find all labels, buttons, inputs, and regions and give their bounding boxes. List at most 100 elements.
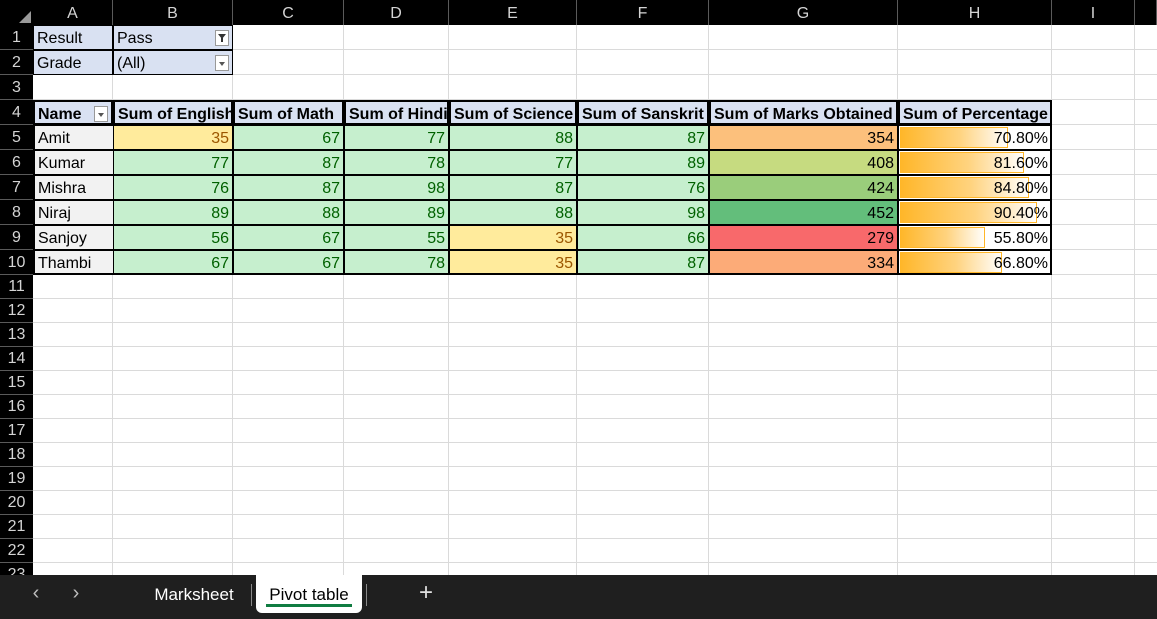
pivot-cell-english[interactable]: 89 xyxy=(113,200,233,225)
pivot-cell-english[interactable]: 35 xyxy=(113,125,233,150)
pivot-header-0[interactable]: Name xyxy=(33,100,113,125)
row-header-2[interactable]: 2 xyxy=(0,50,33,75)
row-header-8[interactable]: 8 xyxy=(0,200,33,225)
pivot-cell-hindi[interactable]: 55 xyxy=(344,225,449,250)
row-header-11[interactable]: 11 xyxy=(0,275,33,299)
pivot-header-4[interactable]: Sum of Science xyxy=(449,100,577,125)
row-header-9[interactable]: 9 xyxy=(0,225,33,250)
row-header-16[interactable]: 16 xyxy=(0,395,33,419)
row-header-14[interactable]: 14 xyxy=(0,347,33,371)
select-all-corner[interactable] xyxy=(0,0,33,25)
pivot-cell-sanskrit[interactable]: 76 xyxy=(577,175,709,200)
row-header-15[interactable]: 15 xyxy=(0,371,33,395)
row-header-7[interactable]: 7 xyxy=(0,175,33,200)
pivot-cell-sanskrit[interactable]: 89 xyxy=(577,150,709,175)
filter-value-grade[interactable]: (All) xyxy=(113,50,233,75)
pivot-cell-math[interactable]: 87 xyxy=(233,175,344,200)
column-header-F[interactable]: F xyxy=(577,0,709,25)
row-header-3[interactable]: 3 xyxy=(0,75,33,100)
column-header-A[interactable]: A xyxy=(33,0,113,25)
pivot-cell-percentage[interactable]: 70.80% xyxy=(898,125,1052,150)
tab-marksheet[interactable]: Marksheet xyxy=(154,585,234,604)
row-header-12[interactable]: 12 xyxy=(0,299,33,323)
pivot-cell-math[interactable]: 88 xyxy=(233,200,344,225)
pivot-cell-science[interactable]: 35 xyxy=(449,225,577,250)
pivot-cell-sanskrit[interactable]: 87 xyxy=(577,250,709,275)
pivot-row-name[interactable]: Mishra xyxy=(33,175,113,200)
pivot-header-1[interactable]: Sum of English xyxy=(113,100,233,125)
pivot-row-name[interactable]: Sanjoy xyxy=(33,225,113,250)
tab-pivot-table[interactable]: Pivot table xyxy=(256,575,362,613)
row-header-5[interactable]: 5 xyxy=(0,125,33,150)
pivot-cell-science[interactable]: 88 xyxy=(449,200,577,225)
pivot-cell-sanskrit[interactable]: 66 xyxy=(577,225,709,250)
pivot-header-3[interactable]: Sum of Hindi xyxy=(344,100,449,125)
filter-value-result[interactable]: Pass xyxy=(113,25,233,50)
pivot-cell-math[interactable]: 87 xyxy=(233,150,344,175)
pivot-cell-marks[interactable]: 424 xyxy=(709,175,898,200)
pivot-cell-english[interactable]: 56 xyxy=(113,225,233,250)
pivot-row-name[interactable]: Niraj xyxy=(33,200,113,225)
row-header-21[interactable]: 21 xyxy=(0,515,33,539)
pivot-cell-science[interactable]: 88 xyxy=(449,125,577,150)
dropdown-arrow-icon[interactable] xyxy=(215,55,229,71)
row-header-1[interactable]: 1 xyxy=(0,25,33,50)
filter-applied-icon[interactable] xyxy=(215,30,229,46)
column-header-C[interactable]: C xyxy=(233,0,344,25)
column-header-E[interactable]: E xyxy=(449,0,577,25)
pivot-cell-percentage[interactable]: 81.60% xyxy=(898,150,1052,175)
row-header-22[interactable]: 22 xyxy=(0,539,33,563)
pivot-cell-science[interactable]: 87 xyxy=(449,175,577,200)
row-header-4[interactable]: 4 xyxy=(0,100,33,125)
pivot-cell-hindi[interactable]: 78 xyxy=(344,250,449,275)
chevron-left-icon[interactable]: ‹ xyxy=(32,582,40,604)
pivot-cell-english[interactable]: 67 xyxy=(113,250,233,275)
pivot-header-7[interactable]: Sum of Percentage xyxy=(898,100,1052,125)
pivot-cell-hindi[interactable]: 78 xyxy=(344,150,449,175)
pivot-header-2[interactable]: Sum of Math xyxy=(233,100,344,125)
pivot-cell-marks[interactable]: 452 xyxy=(709,200,898,225)
row-header-20[interactable]: 20 xyxy=(0,491,33,515)
row-header-17[interactable]: 17 xyxy=(0,419,33,443)
worksheet-grid[interactable]: A B C D E F G H I 1 2 3 4 5 6 7 8 9 10 11 12 13 14 15 16 17 18 19 20… xyxy=(0,0,1157,575)
pivot-cell-marks[interactable]: 334 xyxy=(709,250,898,275)
pivot-header-6[interactable]: Sum of Marks Obtained xyxy=(709,100,898,125)
pivot-cell-science[interactable]: 35 xyxy=(449,250,577,275)
column-header-D[interactable]: D xyxy=(344,0,449,25)
pivot-cell-percentage[interactable]: 90.40% xyxy=(898,200,1052,225)
pivot-row-name[interactable]: Amit xyxy=(33,125,113,150)
pivot-row-name[interactable]: Kumar xyxy=(33,150,113,175)
pivot-cell-english[interactable]: 76 xyxy=(113,175,233,200)
pivot-cell-math[interactable]: 67 xyxy=(233,125,344,150)
pivot-cell-marks[interactable]: 408 xyxy=(709,150,898,175)
pivot-cell-percentage[interactable]: 66.80% xyxy=(898,250,1052,275)
pivot-cell-percentage[interactable]: 55.80% xyxy=(898,225,1052,250)
pivot-cell-sanskrit[interactable]: 87 xyxy=(577,125,709,150)
row-header-6[interactable]: 6 xyxy=(0,150,33,175)
pivot-header-5[interactable]: Sum of Sanskrit xyxy=(577,100,709,125)
pivot-cell-hindi[interactable]: 89 xyxy=(344,200,449,225)
pivot-cell-marks[interactable]: 279 xyxy=(709,225,898,250)
pivot-cell-sanskrit[interactable]: 98 xyxy=(577,200,709,225)
column-header-I[interactable]: I xyxy=(1052,0,1135,25)
pivot-row-name[interactable]: Thambi xyxy=(33,250,113,275)
pivot-cell-percentage[interactable]: 84.80% xyxy=(898,175,1052,200)
pivot-cell-english[interactable]: 77 xyxy=(113,150,233,175)
row-header-18[interactable]: 18 xyxy=(0,443,33,467)
column-header-G[interactable]: G xyxy=(709,0,898,25)
pivot-cell-science[interactable]: 77 xyxy=(449,150,577,175)
row-header-23[interactable]: 23 xyxy=(0,563,33,575)
dropdown-arrow-icon[interactable] xyxy=(94,106,108,122)
column-header-H[interactable]: H xyxy=(898,0,1052,25)
pivot-cell-hindi[interactable]: 98 xyxy=(344,175,449,200)
pivot-cell-hindi[interactable]: 77 xyxy=(344,125,449,150)
pivot-cell-math[interactable]: 67 xyxy=(233,225,344,250)
plus-icon[interactable]: + xyxy=(418,579,433,606)
chevron-right-icon[interactable]: › xyxy=(72,582,80,604)
pivot-cell-math[interactable]: 67 xyxy=(233,250,344,275)
row-header-19[interactable]: 19 xyxy=(0,467,33,491)
column-header-B[interactable]: B xyxy=(113,0,233,25)
row-header-10[interactable]: 10 xyxy=(0,250,33,275)
row-header-13[interactable]: 13 xyxy=(0,323,33,347)
pivot-cell-marks[interactable]: 354 xyxy=(709,125,898,150)
